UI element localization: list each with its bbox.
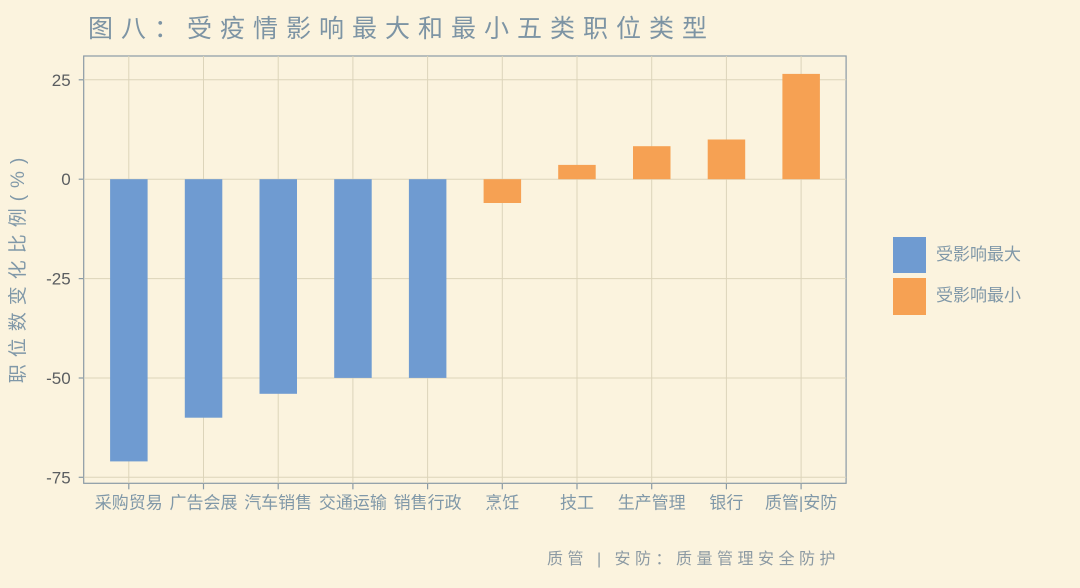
- svg-text:生产管理: 生产管理: [618, 493, 686, 512]
- svg-text:0: 0: [61, 170, 70, 189]
- svg-text:质管 | 安防：质量管理安全防护: 质管 | 安防：质量管理安全防护: [547, 550, 840, 568]
- svg-text:采购贸易: 采购贸易: [95, 493, 163, 512]
- svg-text:广告会展: 广告会展: [170, 493, 238, 512]
- svg-text:-75: -75: [46, 468, 71, 487]
- svg-text:交通运输: 交通运输: [319, 493, 387, 512]
- svg-text:银行: 银行: [709, 493, 743, 512]
- svg-text:25: 25: [52, 71, 71, 90]
- svg-text:-50: -50: [46, 369, 71, 388]
- svg-text:技工: 技工: [560, 493, 594, 512]
- svg-text:职位数变化比例(%): 职位数变化比例(%): [7, 151, 29, 384]
- svg-text:受影响最大: 受影响最大: [936, 245, 1021, 264]
- svg-text:汽车销售: 汽车销售: [244, 493, 312, 512]
- svg-text:-25: -25: [46, 270, 71, 289]
- svg-text:销售行政: 销售行政: [394, 493, 462, 512]
- svg-text:受影响最小: 受影响最小: [936, 286, 1021, 305]
- svg-text:烹饪: 烹饪: [485, 492, 519, 512]
- svg-text:质管|安防: 质管|安防: [765, 493, 837, 512]
